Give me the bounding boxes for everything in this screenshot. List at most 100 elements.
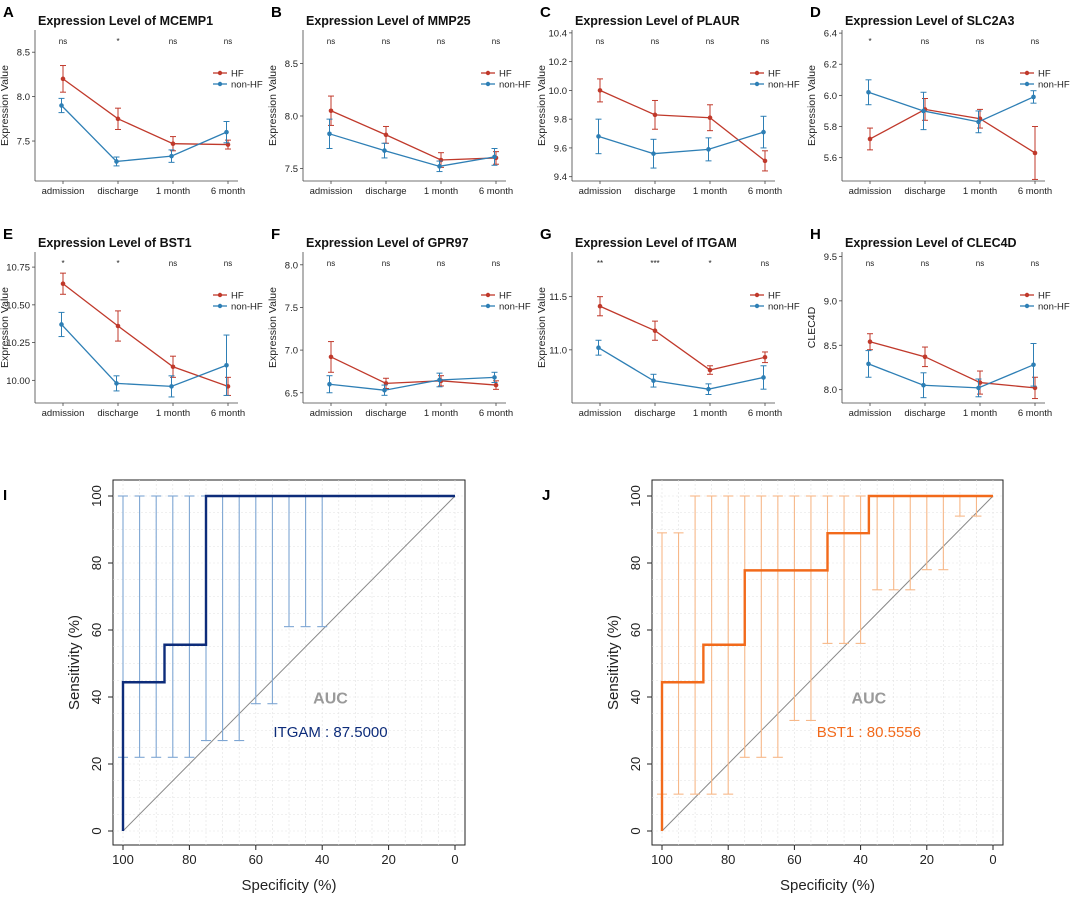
significance-label: * [116, 37, 119, 46]
data-point [60, 281, 66, 287]
legend-marker [485, 292, 491, 298]
reference-diagonal [122, 495, 456, 832]
x-tick-label: 80 [182, 852, 196, 867]
series-line-non-hf [868, 91, 1034, 123]
y-axis-label: Sensitivity (%) [605, 615, 622, 710]
significance-label: ns [921, 37, 929, 46]
legend-label: non-HF [499, 80, 531, 91]
significance-label: ns [706, 37, 714, 46]
y-tick-label: 10.25 [6, 338, 30, 349]
data-point [922, 354, 928, 360]
panel-title: Expression Level of MCEMP1 [38, 14, 213, 28]
legend-label: HF [231, 291, 244, 302]
data-point [707, 115, 713, 121]
x-tick-label: admission [42, 186, 85, 197]
y-axis-label: Sensitivity (%) [66, 615, 83, 710]
y-tick-label: 8.5 [824, 341, 837, 352]
data-point [1031, 94, 1036, 100]
y-tick-label: 8.0 [824, 385, 837, 396]
x-tick-label: discharge [365, 408, 406, 419]
series-line-hf [869, 341, 1036, 389]
series-line-non-hf [598, 131, 764, 155]
data-point [383, 132, 389, 138]
legend-marker [485, 303, 491, 309]
data-point [225, 142, 231, 147]
legend-marker [1024, 81, 1030, 87]
legend-label: HF [768, 69, 781, 80]
series-line-hf [330, 110, 497, 161]
significance-label: ns [1031, 259, 1039, 268]
x-tick-label: 60 [249, 852, 263, 867]
legend-marker [217, 81, 223, 87]
panel-h: H Expression Level of CLEC4D ns ns ns ns 8.0 8.… [806, 226, 1070, 419]
y-tick-label: 0 [628, 827, 643, 834]
panel-title: Expression Level of BST1 [38, 236, 192, 250]
y-axis-label: Expression Value [536, 65, 548, 146]
y-tick-label: 10.0 [549, 86, 568, 97]
significance-label: ns [437, 259, 445, 268]
series-line-non-hf [61, 324, 227, 388]
data-point [492, 154, 497, 160]
series-line-non-hf [61, 105, 227, 163]
x-tick-label: discharge [365, 186, 406, 197]
x-tick-label: discharge [904, 186, 945, 197]
data-point [652, 328, 658, 333]
x-tick-label: 1 month [424, 408, 458, 419]
data-point [59, 103, 64, 108]
data-point [437, 377, 442, 383]
y-tick-label: 80 [89, 556, 104, 570]
significance-label: ns [382, 259, 390, 268]
y-tick-label: 100 [89, 485, 104, 507]
data-point [1032, 385, 1038, 391]
data-point [115, 323, 121, 329]
significance-label: ns [976, 37, 984, 46]
data-point [706, 147, 711, 152]
significance-label: ns [651, 37, 659, 46]
legend-marker [217, 70, 223, 76]
y-tick-label: 6.5 [285, 388, 298, 399]
data-point [596, 134, 601, 139]
y-tick-label: 20 [89, 757, 104, 771]
legend-marker [217, 292, 223, 298]
data-point [866, 361, 871, 367]
y-tick-label: 11.5 [549, 292, 567, 303]
panel-g: G Expression Level of ITGAM** *** * ns11.011… [536, 226, 800, 419]
legend-label: HF [768, 291, 781, 302]
auc-value: BST1 : 80.5556 [817, 724, 921, 741]
legend-marker [754, 303, 760, 309]
y-tick-label: 6.2 [824, 60, 837, 71]
x-tick-label: admission [579, 408, 622, 419]
data-point [327, 381, 332, 387]
data-point [382, 387, 387, 393]
legend-label: HF [231, 69, 244, 80]
x-tick-label: 1 month [156, 408, 190, 419]
series-line-hf [330, 356, 497, 386]
x-tick-label: 80 [721, 852, 735, 867]
data-point [706, 386, 711, 392]
panel-letter: J [542, 487, 550, 504]
y-tick-label: 40 [89, 690, 104, 704]
significance-label: * [868, 37, 871, 46]
significance-label: ns [224, 37, 232, 46]
x-tick-label: 1 month [424, 186, 458, 197]
data-point [921, 382, 926, 388]
panel-title: Expression Level of GPR97 [306, 236, 469, 250]
significance-label: ** [597, 259, 603, 268]
legend-label: HF [499, 291, 512, 302]
significance-label: ns [761, 259, 769, 268]
data-point [651, 151, 656, 156]
significance-label: ns [59, 37, 67, 46]
legend-label: HF [499, 69, 512, 80]
significance-label: ns [492, 259, 500, 268]
significance-label: ns [976, 259, 984, 268]
significance-label: ns [437, 37, 445, 46]
y-tick-label: 7.5 [285, 303, 298, 314]
y-axis-label: Expression Value [0, 287, 11, 368]
panel-j: J 0 20 40 60 80 100 100 80 60 40 20 0 Specificity (%)… [542, 479, 1004, 894]
x-tick-label: 0 [451, 852, 458, 867]
data-point [224, 362, 229, 368]
y-axis-label: Expression Value [267, 287, 279, 368]
panel-title: Expression Level of MMP25 [306, 14, 471, 28]
data-point [976, 385, 981, 391]
x-tick-label: 40 [315, 852, 329, 867]
